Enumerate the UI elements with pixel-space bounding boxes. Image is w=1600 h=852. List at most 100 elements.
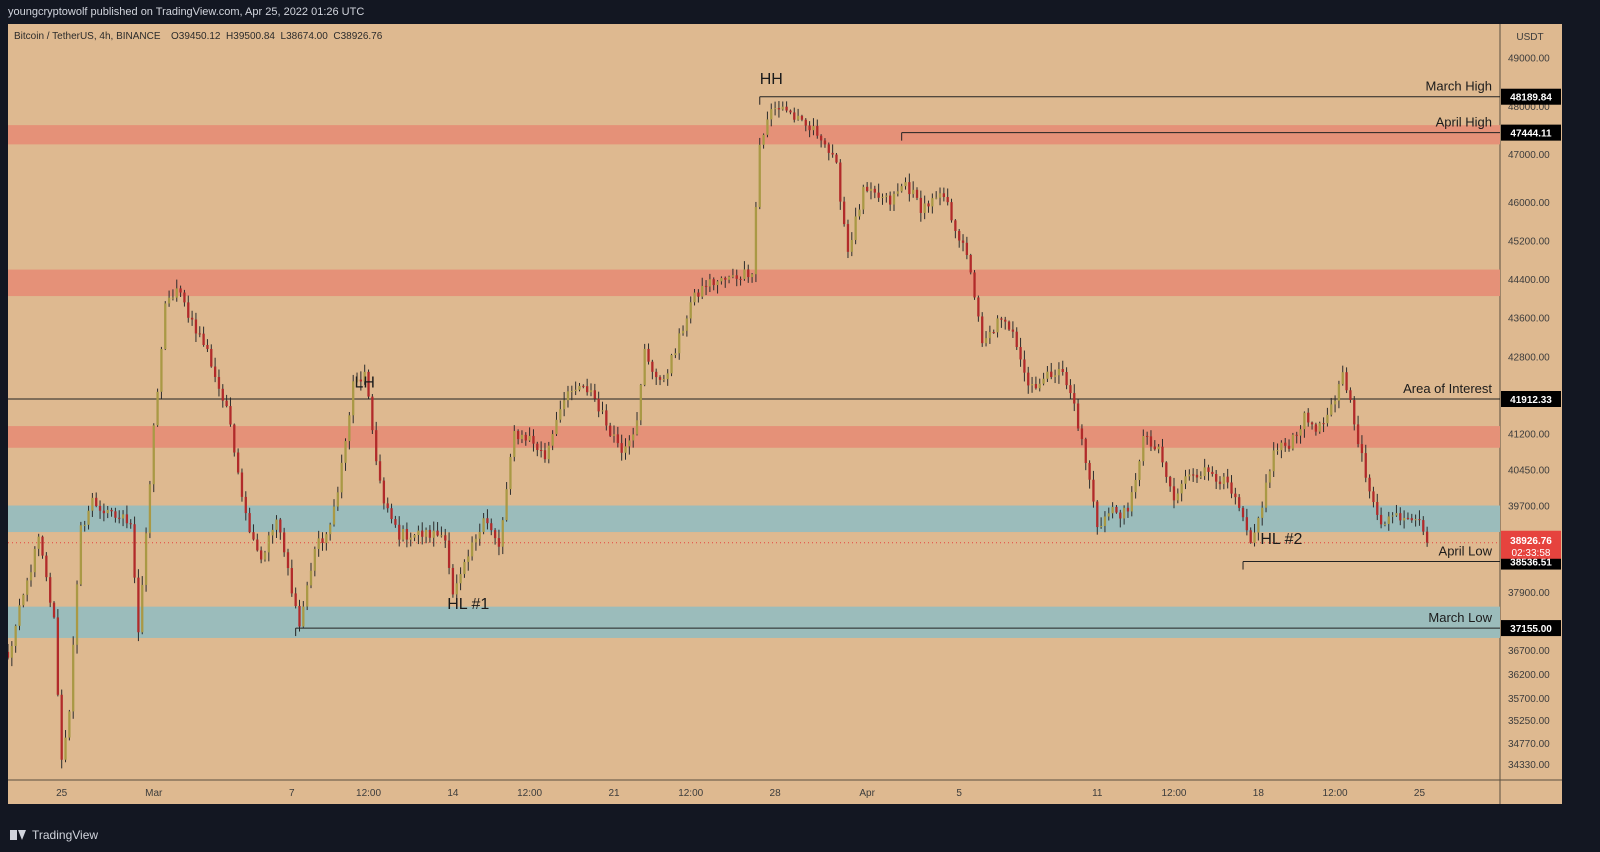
price-tag bbox=[1501, 390, 1561, 407]
candle-body bbox=[1130, 492, 1133, 512]
time-axis[interactable]: 25 Mar 7 12:00 14 12:00 21 12:00 28 Apr 5 11 12:00 18… bbox=[56, 788, 1425, 799]
candle-body bbox=[946, 197, 949, 203]
candle-body bbox=[609, 425, 612, 436]
candle-body bbox=[1211, 471, 1214, 475]
candle-body bbox=[1222, 476, 1225, 485]
candle-body bbox=[892, 193, 896, 205]
candle-body bbox=[229, 406, 232, 425]
candle-body bbox=[1180, 483, 1183, 494]
candle-body bbox=[1004, 319, 1007, 322]
candle-body bbox=[1253, 532, 1256, 543]
price-chart[interactable]: March High April High Area of Interest Apri… bbox=[8, 24, 1592, 820]
candle-body bbox=[179, 288, 182, 293]
candle-body bbox=[167, 297, 171, 304]
candle-body bbox=[405, 528, 409, 540]
candle-body bbox=[919, 197, 922, 213]
candle-body bbox=[286, 552, 290, 569]
candle-body bbox=[551, 434, 554, 446]
price-tag-label: 48189.84 bbox=[1510, 93, 1552, 104]
candle-body bbox=[386, 503, 389, 509]
candle-body bbox=[877, 192, 880, 198]
candle-body bbox=[1364, 453, 1367, 478]
candle-body bbox=[1119, 512, 1122, 519]
candle-body bbox=[735, 275, 738, 279]
candle-body bbox=[1184, 476, 1187, 484]
candle-body bbox=[1410, 518, 1413, 521]
candle-body bbox=[516, 431, 520, 440]
candle-body bbox=[72, 644, 75, 712]
price-tick-label: 47000.00 bbox=[1508, 150, 1550, 161]
chart-frame: March High April High Area of Interest Apri… bbox=[8, 24, 1592, 820]
candle-body bbox=[1061, 368, 1064, 372]
candle-body bbox=[1287, 445, 1291, 449]
price-tick-label: 34330.00 bbox=[1508, 760, 1550, 771]
candle-body bbox=[566, 391, 570, 401]
time-tick-label: 28 bbox=[770, 788, 782, 799]
candle-body bbox=[1299, 429, 1302, 436]
candle-body bbox=[1092, 479, 1095, 502]
resistance-zone bbox=[8, 426, 1500, 448]
candle-body bbox=[1414, 519, 1417, 521]
candle-body bbox=[1310, 422, 1314, 425]
tradingview-logo-icon bbox=[10, 830, 26, 840]
candle-body bbox=[1333, 400, 1337, 405]
candle-body bbox=[988, 332, 992, 339]
candle-body bbox=[1011, 329, 1015, 332]
candle-body bbox=[927, 203, 930, 207]
candle-body bbox=[455, 583, 458, 595]
candle-body bbox=[505, 489, 508, 521]
candle-body bbox=[1007, 321, 1011, 330]
tradingview-logo-text: TradingView bbox=[32, 828, 99, 842]
annotation-label: HL #2 bbox=[1260, 531, 1302, 548]
candle-body bbox=[8, 651, 10, 658]
candle-body bbox=[137, 577, 140, 633]
candle-body bbox=[938, 193, 942, 198]
candle-body bbox=[75, 584, 79, 645]
candle-body bbox=[1107, 513, 1110, 517]
time-tick-label: 7 bbox=[289, 788, 295, 799]
price-axis[interactable]: 49000.00 48000.00 47000.00 46000.00 45200.00… bbox=[1501, 54, 1561, 771]
candle-body bbox=[1425, 531, 1429, 543]
tradingview-logo[interactable]: TradingView bbox=[10, 828, 98, 842]
candle-body bbox=[562, 400, 566, 410]
annotations-layer: HH LH HL #1 HL #2 bbox=[354, 71, 1302, 613]
candle-body bbox=[758, 144, 761, 208]
candle-body bbox=[164, 303, 167, 350]
resistance-zone bbox=[8, 125, 1500, 145]
candle-body bbox=[536, 443, 539, 450]
candle-body bbox=[225, 400, 228, 407]
candle-body bbox=[532, 435, 535, 444]
candle-body bbox=[597, 398, 600, 412]
candle-body bbox=[98, 506, 102, 511]
candle-body bbox=[865, 186, 869, 192]
price-tag bbox=[1501, 88, 1561, 105]
candle-body bbox=[279, 519, 282, 533]
candle-body bbox=[862, 186, 865, 210]
candle-body bbox=[804, 119, 807, 126]
candle-body bbox=[470, 542, 474, 557]
candle-body bbox=[64, 737, 67, 760]
candle-body bbox=[954, 220, 957, 231]
candle-body bbox=[658, 377, 662, 380]
candle-body bbox=[681, 330, 685, 334]
candle-body bbox=[474, 538, 478, 543]
candle-body bbox=[497, 538, 501, 547]
candle-body bbox=[589, 390, 593, 393]
candle-body bbox=[236, 452, 240, 473]
candle-body bbox=[298, 605, 301, 627]
candle-body bbox=[125, 514, 129, 524]
candle-body bbox=[724, 277, 727, 280]
time-tick-label: 21 bbox=[608, 788, 620, 799]
candle-body bbox=[49, 577, 52, 603]
candle-body bbox=[601, 410, 604, 412]
candle-body bbox=[1057, 368, 1061, 376]
candle-body bbox=[1084, 439, 1087, 463]
candle-body bbox=[1199, 476, 1202, 478]
zones-layer bbox=[8, 125, 1500, 638]
price-tick-label: 36700.00 bbox=[1508, 646, 1550, 657]
candle-body bbox=[1069, 385, 1072, 394]
current-price-label: 38926.76 bbox=[1510, 536, 1552, 547]
candle-body bbox=[586, 386, 589, 393]
price-tag bbox=[1501, 124, 1561, 141]
candle-body bbox=[26, 580, 29, 595]
